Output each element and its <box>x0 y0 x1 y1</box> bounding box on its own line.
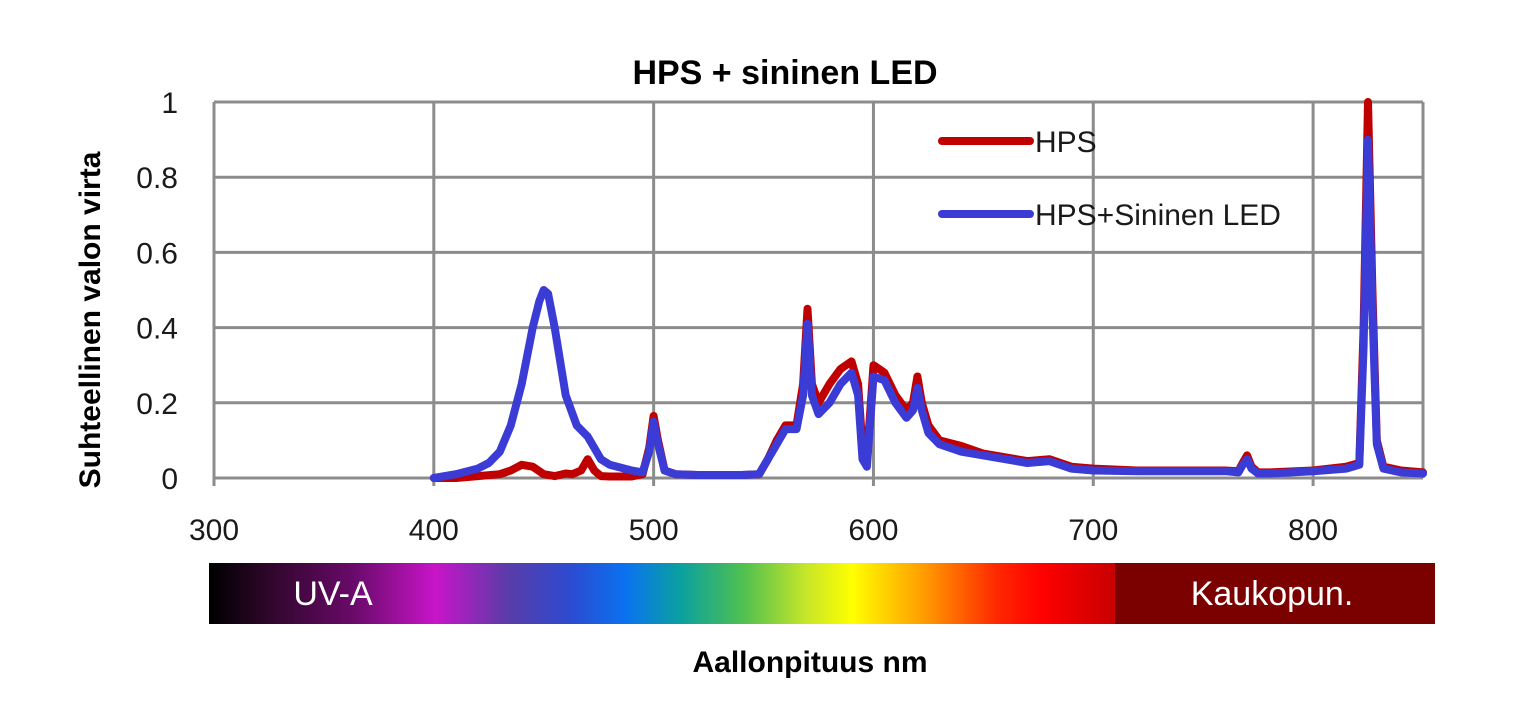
y-tick-label: 0.2 <box>136 388 178 421</box>
series-line-hps-blue-led <box>429 135 1427 482</box>
visible-spectrum-gradient <box>209 563 1115 624</box>
y-tick-label: 0.4 <box>136 313 178 346</box>
x-tick-label: 800 <box>1288 514 1338 547</box>
grid <box>212 100 1425 486</box>
spectrum-band: UV-A Kaukopun. <box>209 563 1435 624</box>
x-tick-labels: 300 400 500 600 700 800 <box>189 514 1338 547</box>
legend-label-hps: HPS <box>1035 126 1097 159</box>
x-tick-label: 700 <box>1068 514 1118 547</box>
y-tick-label: 0.8 <box>136 162 178 195</box>
x-tick-label: 500 <box>629 514 679 547</box>
legend: HPS HPS+Sininen LED <box>938 126 1281 232</box>
x-tick-label: 300 <box>189 514 239 547</box>
far-red-block <box>1115 563 1435 624</box>
y-tick-labels: 0 0.2 0.4 0.6 0.8 1 <box>136 87 178 496</box>
legend-label-hps-blue-led: HPS+Sininen LED <box>1035 199 1281 232</box>
x-tick-label: 600 <box>848 514 898 547</box>
y-axis-title: Suhteellinen valon virta <box>74 151 107 488</box>
uv-a-label: UV-A <box>293 575 373 613</box>
chart-title: HPS + sininen LED <box>632 54 937 92</box>
y-tick-label: 0.6 <box>136 237 178 270</box>
series-lines <box>429 98 1427 482</box>
y-tick-label: 1 <box>161 87 178 120</box>
far-red-label: Kaukopun. <box>1191 575 1354 613</box>
y-tick-label: 0 <box>161 463 178 496</box>
x-tick-label: 400 <box>409 514 459 547</box>
x-axis-title: Aallonpituus nm <box>693 646 928 679</box>
